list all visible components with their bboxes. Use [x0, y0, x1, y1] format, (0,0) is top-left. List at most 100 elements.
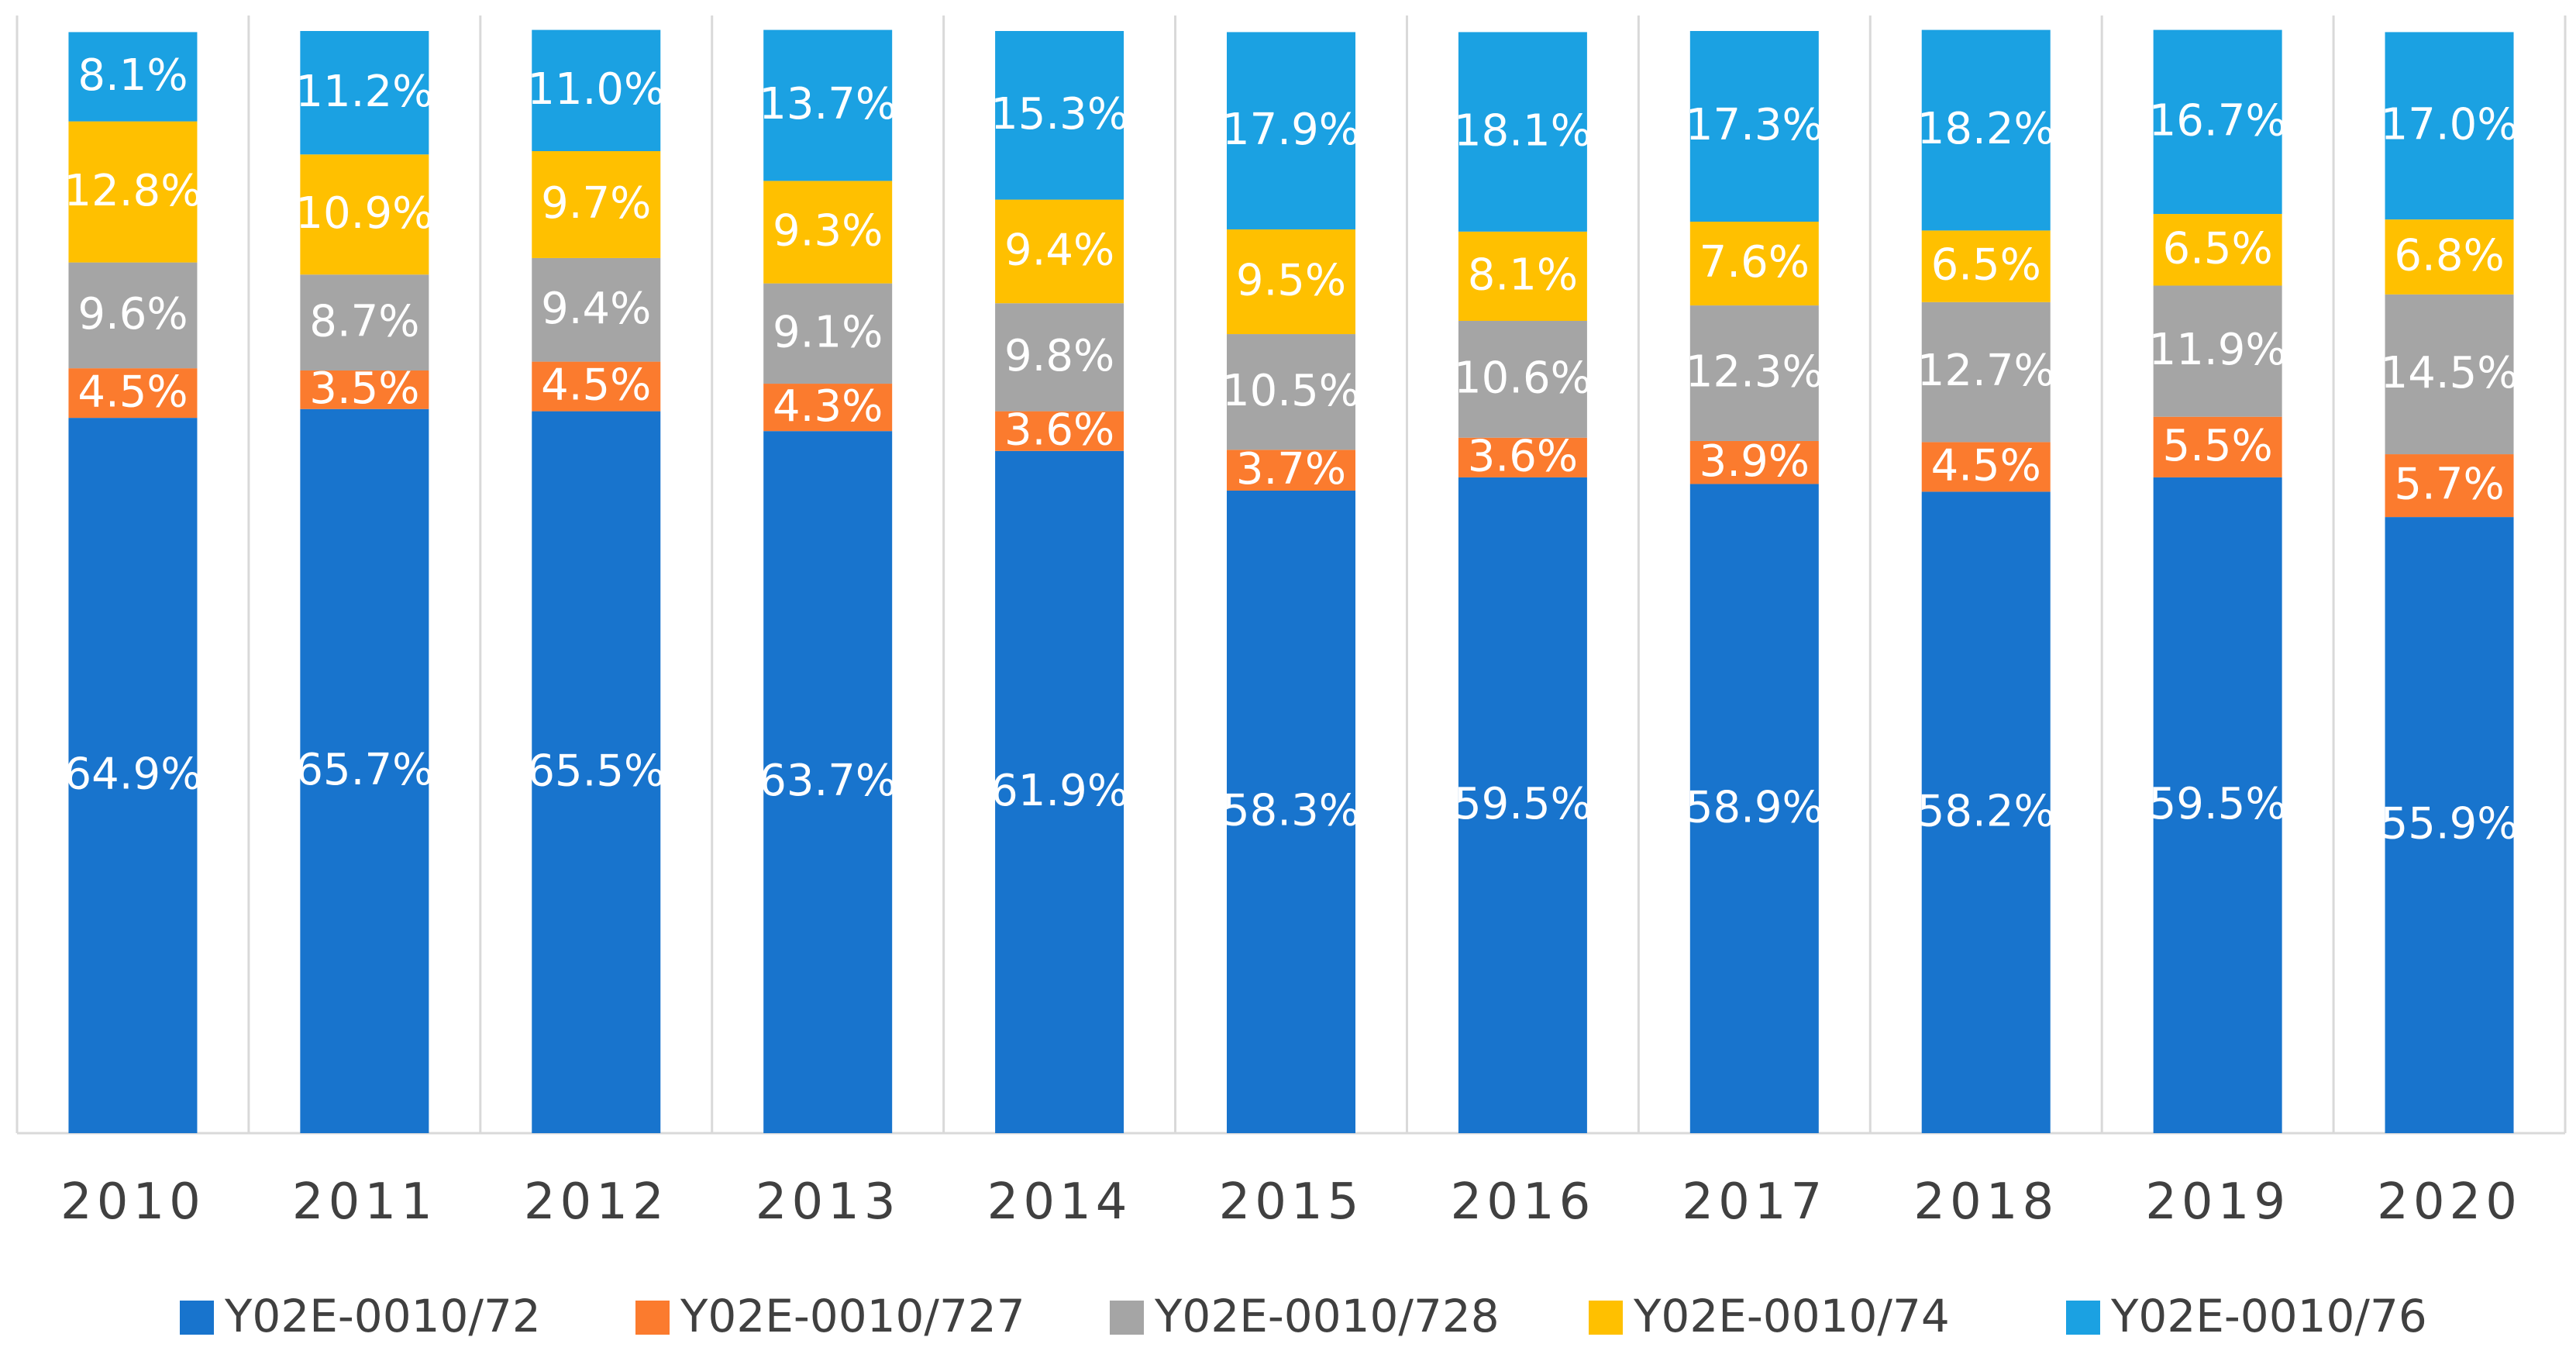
bar-label-2019-series-2: 5.5% — [2162, 421, 2272, 471]
bar-label-2015-series-1: 58.3% — [1222, 786, 1360, 836]
bar-segment-2019-series-5 — [2153, 29, 2282, 215]
legend-swatch-series-1 — [180, 1301, 214, 1335]
bar-segment-2011-series-5 — [300, 31, 429, 155]
bar-label-2015-series-5: 17.9% — [1222, 105, 1360, 155]
bar-segment-2019-series-2 — [2153, 416, 2282, 477]
bar-label-2016-series-4: 8.1% — [1468, 250, 1578, 301]
bar-segment-2016-series-1 — [1458, 477, 1587, 1133]
bar-segment-2017-series-1 — [1689, 484, 1819, 1133]
x-tick-label-2010: 2010 — [60, 1173, 205, 1231]
x-tick-label-2019: 2019 — [2145, 1173, 2290, 1231]
bar-label-2015-series-4: 9.5% — [1236, 256, 1346, 306]
bar-segment-2011-series-3 — [300, 274, 429, 370]
bar-label-2019-series-5: 16.7% — [2149, 95, 2287, 146]
bar-label-2011-series-4: 10.9% — [295, 188, 433, 239]
bar-segment-2012-series-4 — [532, 150, 661, 258]
bar-label-2011-series-5: 11.2% — [295, 67, 433, 117]
bar-segment-2016-series-2 — [1458, 437, 1587, 477]
legend: Y02E-0010/72 Y02E-0010/727 Y02E-0010/728 Y0… — [180, 1290, 2427, 1342]
x-axis-ticks: 2010 2011 2012 2013 2014 2015 2016 2017 2018 2019… — [60, 1173, 2517, 1231]
bar-segment-2018-series-4 — [1921, 230, 2051, 302]
x-tick-label-2018: 2018 — [1913, 1173, 2058, 1231]
x-tick-label-2011: 2011 — [292, 1173, 437, 1231]
bar-label-2016-series-3: 10.6% — [1454, 353, 1592, 403]
bar-segment-2018-series-3 — [1921, 302, 2051, 443]
bar-label-2014-series-4: 9.4% — [1004, 226, 1114, 276]
legend-label-series-1: Y02E-0010/72 — [224, 1290, 541, 1342]
bar-segment-2020-series-4 — [2385, 219, 2514, 295]
bar-segment-2013-series-4 — [763, 181, 893, 284]
bar-label-2018-series-4: 6.5% — [1931, 240, 2041, 291]
bar-label-2017-series-1: 58.9% — [1686, 782, 1824, 832]
bar-segment-2019-series-4 — [2153, 214, 2282, 286]
bar-label-2013-series-4: 9.3% — [773, 206, 883, 257]
bar-label-2012-series-4: 9.7% — [541, 178, 651, 229]
bar-label-2020-series-2: 5.7% — [2394, 460, 2504, 510]
bar-segment-2017-series-4 — [1689, 222, 1819, 306]
bar-label-2011-series-2: 3.5% — [309, 364, 419, 414]
bar-label-2010-series-2: 4.5% — [77, 367, 188, 417]
bar-label-2014-series-2: 3.6% — [1004, 405, 1114, 455]
bar-segment-2012-series-2 — [532, 361, 661, 412]
legend-label-series-3: Y02E-0010/728 — [1154, 1290, 1500, 1342]
bar-label-2016-series-5: 18.1% — [1454, 105, 1592, 156]
bar-segment-2015-series-3 — [1227, 334, 1355, 450]
bar-label-2018-series-3: 12.7% — [1917, 346, 2055, 396]
bar-segment-2020-series-5 — [2385, 32, 2514, 220]
legend-swatch-series-3 — [1110, 1301, 1144, 1335]
x-tick-label-2013: 2013 — [756, 1173, 901, 1231]
bar-segment-2015-series-5 — [1227, 32, 1355, 229]
bar-segment-2014-series-1 — [995, 450, 1124, 1133]
x-tick-label-2015: 2015 — [1219, 1173, 1364, 1231]
legend-label-series-4: Y02E-0010/74 — [1633, 1290, 1950, 1342]
bar-label-2012-series-1: 65.5% — [527, 746, 665, 796]
x-tick-label-2017: 2017 — [1682, 1173, 1827, 1231]
x-tick-label-2014: 2014 — [987, 1173, 1132, 1231]
bar-label-2019-series-1: 59.5% — [2149, 779, 2287, 829]
bar-label-2010-series-5: 8.1% — [77, 50, 188, 101]
bar-label-2020-series-5: 17.0% — [2381, 99, 2519, 150]
bar-label-2019-series-3: 11.9% — [2149, 325, 2287, 375]
bar-label-2017-series-5: 17.3% — [1686, 100, 1824, 150]
legend-label-series-2: Y02E-0010/727 — [680, 1290, 1025, 1342]
bars-layer — [68, 29, 2514, 1133]
bar-label-2012-series-3: 9.4% — [541, 284, 651, 334]
bar-segment-2015-series-4 — [1227, 229, 1355, 335]
bar-label-2010-series-1: 64.9% — [64, 749, 202, 800]
legend-label-series-5: Y02E-0010/76 — [2110, 1290, 2427, 1342]
bar-segment-2011-series-4 — [300, 154, 429, 275]
bar-segment-2012-series-5 — [532, 29, 661, 151]
bar-label-2016-series-1: 59.5% — [1454, 779, 1592, 829]
bar-label-2020-series-3: 14.5% — [2381, 348, 2519, 398]
bar-label-2010-series-4: 12.8% — [64, 166, 202, 216]
bar-label-2015-series-2: 3.7% — [1236, 444, 1346, 494]
bar-segment-2010-series-2 — [68, 368, 198, 419]
bar-label-2013-series-2: 4.3% — [773, 381, 883, 432]
bar-segment-2011-series-1 — [300, 408, 429, 1133]
x-tick-label-2012: 2012 — [524, 1173, 669, 1231]
bar-segment-2015-series-1 — [1227, 490, 1355, 1133]
bar-segment-2014-series-4 — [995, 199, 1124, 304]
bar-labels-layer: 64.9% 4.5% 9.6% 12.8% 8.1% 65.7% 3.5% 8.7% 10.9%… — [64, 50, 2519, 849]
bar-segment-2018-series-5 — [1921, 29, 2051, 231]
bar-label-2017-series-2: 3.9% — [1700, 436, 1810, 487]
bar-segment-2016-series-3 — [1458, 320, 1587, 438]
bar-label-2018-series-5: 18.2% — [1917, 104, 2055, 154]
bar-segment-2014-series-5 — [995, 31, 1124, 200]
bar-segment-2015-series-2 — [1227, 450, 1355, 491]
bar-segment-2014-series-2 — [995, 411, 1124, 451]
legend-swatch-series-5 — [2066, 1301, 2100, 1335]
bar-label-2013-series-5: 13.7% — [759, 79, 897, 129]
bar-label-2020-series-1: 55.9% — [2381, 799, 2519, 849]
legend-swatch-series-4 — [1589, 1301, 1623, 1335]
bar-label-2011-series-3: 8.7% — [309, 296, 419, 346]
bar-label-2010-series-3: 9.6% — [77, 289, 188, 339]
bar-label-2015-series-3: 10.5% — [1222, 366, 1360, 416]
bar-segment-2020-series-3 — [2385, 294, 2514, 455]
bar-segment-2014-series-3 — [995, 303, 1124, 412]
bar-segment-2017-series-3 — [1689, 305, 1819, 441]
bar-label-2012-series-5: 11.0% — [527, 64, 665, 115]
bar-label-2013-series-3: 9.1% — [773, 307, 883, 357]
